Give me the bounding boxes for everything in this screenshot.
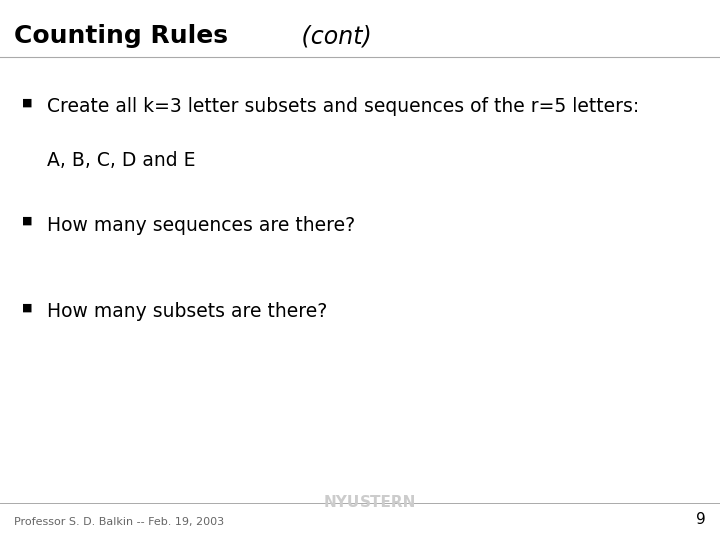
Text: ■: ■ (22, 97, 32, 107)
Text: How many sequences are there?: How many sequences are there? (47, 216, 355, 235)
Text: NYU: NYU (324, 495, 360, 510)
Text: Counting Rules: Counting Rules (14, 24, 228, 48)
Text: (cont): (cont) (294, 24, 372, 48)
Text: ■: ■ (22, 216, 32, 226)
Text: Professor S. D. Balkin -- Feb. 19, 2003: Professor S. D. Balkin -- Feb. 19, 2003 (14, 516, 225, 526)
Text: 9: 9 (696, 511, 706, 526)
Text: How many subsets are there?: How many subsets are there? (47, 302, 327, 321)
Text: A, B, C, D and E: A, B, C, D and E (47, 151, 195, 170)
Text: STERN: STERN (360, 495, 416, 510)
Text: ■: ■ (22, 302, 32, 313)
Text: Create all k=3 letter subsets and sequences of the r=5 letters:: Create all k=3 letter subsets and sequen… (47, 97, 639, 116)
